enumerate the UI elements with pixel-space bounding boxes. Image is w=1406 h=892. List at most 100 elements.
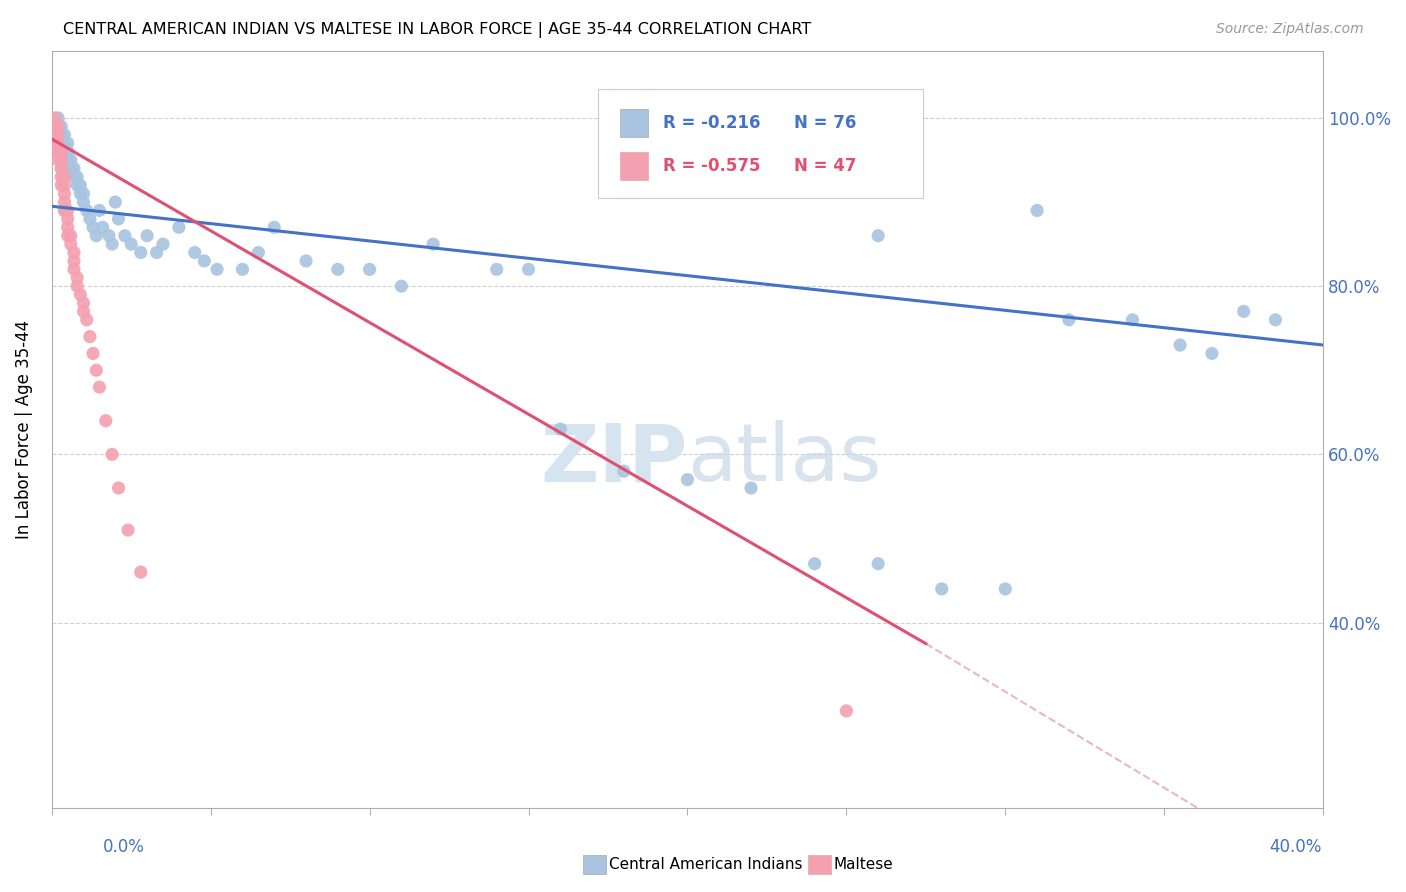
Point [868, 228, 890, 243]
Point [91, 220, 114, 235]
Text: Maltese: Maltese [834, 857, 893, 871]
Point [63, 254, 86, 268]
Point [56, 211, 79, 226]
Point [44, 111, 66, 125]
Point [72, 195, 94, 210]
Point [59, 228, 82, 243]
Point [167, 220, 190, 235]
Point [740, 481, 762, 495]
Point [53, 136, 76, 151]
Point [66, 169, 89, 184]
Text: N = 47: N = 47 [794, 157, 856, 175]
Point [117, 523, 139, 537]
Point [129, 565, 152, 579]
Point [53, 203, 76, 218]
Point [84, 363, 107, 377]
Point [193, 254, 215, 268]
Text: CENTRAL AMERICAN INDIAN VS MALTESE IN LABOR FORCE | AGE 35-44 CORRELATION CHART: CENTRAL AMERICAN INDIAN VS MALTESE IN LA… [63, 22, 811, 38]
Text: atlas: atlas [688, 420, 882, 499]
Point [1201, 346, 1223, 360]
Point [46, 128, 69, 142]
Point [53, 128, 76, 142]
Point [104, 195, 127, 210]
Point [46, 153, 69, 167]
Point [114, 228, 136, 243]
Point [994, 582, 1017, 596]
Point [389, 279, 412, 293]
Text: Central American Indians: Central American Indians [609, 857, 803, 871]
Text: R = -0.575: R = -0.575 [664, 157, 761, 175]
Point [63, 169, 86, 184]
Point [63, 262, 86, 277]
Point [835, 704, 858, 718]
Point [46, 120, 69, 134]
Point [803, 557, 825, 571]
Point [51, 161, 73, 176]
Point [46, 145, 69, 159]
Point [56, 220, 79, 235]
Point [145, 245, 167, 260]
Point [205, 262, 228, 277]
Point [107, 481, 129, 495]
Text: N = 76: N = 76 [794, 114, 856, 132]
Point [69, 287, 91, 301]
Point [59, 161, 82, 176]
Point [136, 228, 159, 243]
Point [868, 557, 890, 571]
Point [46, 111, 69, 125]
Point [46, 136, 69, 151]
Point [89, 203, 111, 218]
Point [72, 296, 94, 310]
Point [676, 473, 699, 487]
Point [247, 245, 270, 260]
Point [82, 346, 104, 360]
Point [44, 120, 66, 134]
Point [101, 447, 124, 461]
Point [59, 153, 82, 167]
Point [231, 262, 253, 277]
Point [101, 237, 124, 252]
Point [1121, 313, 1143, 327]
Point [56, 203, 79, 218]
Bar [620, 109, 648, 137]
Point [184, 245, 207, 260]
Text: Source: ZipAtlas.com: Source: ZipAtlas.com [1216, 22, 1364, 37]
Point [44, 128, 66, 142]
Point [53, 186, 76, 201]
Point [51, 161, 73, 176]
Point [63, 161, 86, 176]
Point [56, 153, 79, 167]
Point [107, 211, 129, 226]
Point [1057, 313, 1080, 327]
Point [1168, 338, 1191, 352]
Point [66, 279, 89, 293]
Point [44, 120, 66, 134]
Point [79, 211, 101, 226]
Text: 40.0%: 40.0% [1270, 838, 1322, 856]
Point [422, 237, 444, 252]
Point [56, 145, 79, 159]
Point [613, 464, 636, 478]
Point [46, 136, 69, 151]
Point [51, 120, 73, 134]
Point [72, 304, 94, 318]
Text: R = -0.216: R = -0.216 [664, 114, 761, 132]
Point [1233, 304, 1256, 318]
Point [152, 237, 174, 252]
Point [485, 262, 508, 277]
Text: ZIP: ZIP [540, 420, 688, 499]
Point [1026, 203, 1049, 218]
Point [72, 186, 94, 201]
Point [53, 203, 76, 218]
Point [517, 262, 540, 277]
Point [46, 145, 69, 159]
Point [263, 220, 285, 235]
Bar [620, 152, 648, 180]
Point [51, 128, 73, 142]
Point [84, 228, 107, 243]
Point [295, 254, 318, 268]
Point [931, 582, 953, 596]
Point [53, 169, 76, 184]
Point [129, 245, 152, 260]
Point [44, 136, 66, 151]
